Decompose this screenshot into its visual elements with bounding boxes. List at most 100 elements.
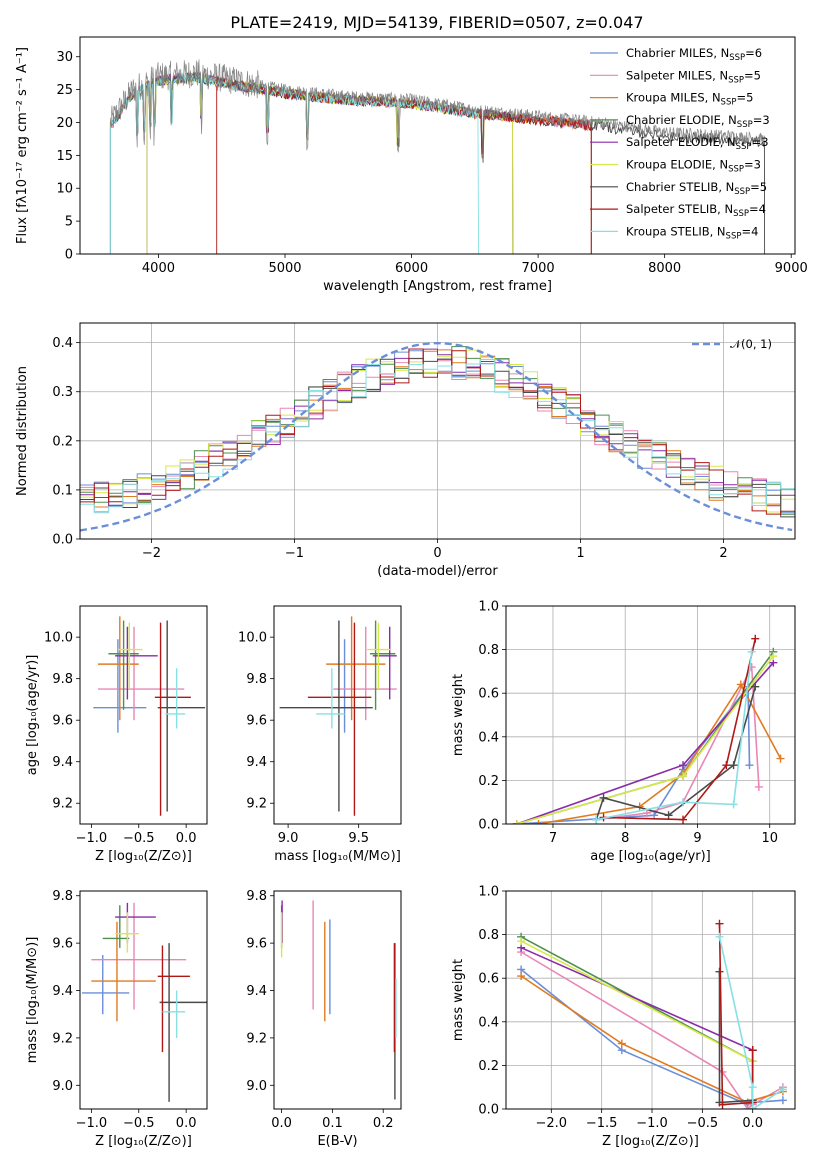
y-tick-label: 1.0 — [478, 600, 499, 615]
axes-frame — [79, 322, 796, 540]
axes-frame — [79, 605, 208, 825]
spectrum-data-line — [110, 59, 765, 163]
legend-label: Salpeter STELIB, NSSP=4 — [626, 202, 766, 219]
mass-weight-marker — [679, 798, 688, 807]
plot-area — [517, 919, 787, 1109]
mass-weight-line — [718, 936, 784, 1109]
x-tick-label: 8 — [621, 831, 629, 846]
mass-weight-line — [520, 951, 784, 1109]
residual-histogram — [80, 348, 795, 507]
mass-weight-marker — [776, 754, 785, 763]
x-tick-label: 9.5 — [348, 831, 369, 846]
mass-weight-marker — [729, 800, 738, 809]
x-tick-label: −2.0 — [536, 1116, 568, 1131]
y-tick-label: 0 — [65, 248, 73, 263]
mass-weight-marker — [751, 682, 760, 691]
x-tick-label: 9000 — [775, 261, 808, 276]
y-tick-label: 9.8 — [246, 889, 267, 904]
y-tick-label: 0.3 — [52, 385, 73, 400]
panel-age_vs_mass: 9.0 9.5 9.2 9.4 9.6 9.8 10.0 mass [log₁₀(M/M⊙)] — [238, 605, 402, 864]
y-tick-label: 0.2 — [52, 434, 73, 449]
axes-frame — [79, 890, 208, 1110]
spectrum-model-line — [216, 76, 592, 254]
y-axis-label: Flux [fλ10⁻¹⁷ erg cm⁻² s⁻¹ A⁻¹] — [15, 47, 30, 244]
y-tick-label: 9.2 — [52, 1031, 73, 1046]
legend-label: 𝒩(0, 1) — [730, 337, 772, 351]
plot-area — [109, 59, 766, 254]
x-tick-label: −1 — [285, 546, 304, 561]
legend-label: Salpeter MILES, NSSP=5 — [626, 68, 761, 85]
x-tick-label: 0.0 — [271, 1116, 292, 1131]
residual-histogram — [80, 359, 795, 514]
x-axis-label: mass [log₁₀(M/M⊙)] — [274, 849, 401, 864]
x-tick-label: −1.0 — [636, 1116, 668, 1131]
y-tick-label: 0.6 — [478, 687, 499, 702]
y-tick-label: 9.4 — [246, 755, 267, 770]
mass-weight-marker — [642, 809, 651, 818]
x-axis-label: E(B-V) — [317, 1134, 357, 1149]
residual-histogram — [80, 348, 795, 515]
plot-area — [279, 616, 397, 816]
y-tick-label: 9.8 — [246, 672, 267, 687]
y-tick-label: 20 — [56, 116, 73, 131]
x-tick-label: −1.0 — [76, 831, 108, 846]
axes-frame — [505, 605, 796, 825]
x-tick-label: −2 — [142, 546, 161, 561]
x-tick-label: 0.1 — [322, 1116, 343, 1131]
mass-weight-marker — [679, 815, 688, 824]
mass-weight-marker — [512, 820, 521, 824]
legend-label: Salpeter ELODIE, NSSP=3 — [626, 135, 769, 152]
x-axis-label: Z [log₁₀(Z/Z⊙)] — [95, 1134, 192, 1149]
x-axis-label: Z [log₁₀(Z/Z⊙)] — [95, 849, 192, 864]
mass-weight-marker — [517, 972, 526, 981]
x-tick-label: 0.2 — [373, 1116, 394, 1131]
y-tick-label: 0.4 — [478, 1015, 499, 1030]
mass-weight-marker — [534, 820, 543, 824]
x-tick-label: 7000 — [522, 261, 555, 276]
y-axis-label: mass weight — [451, 674, 466, 756]
y-axis-label: Normed distribution — [15, 366, 30, 496]
y-tick-label: 1.0 — [478, 885, 499, 900]
mass-weight-marker — [745, 761, 754, 770]
y-tick-label: 30 — [56, 50, 73, 65]
spectrum-model-line — [109, 71, 766, 254]
y-tick-label: 9.6 — [52, 937, 73, 952]
x-tick-label: −0.5 — [123, 1116, 155, 1131]
mass-weight-marker — [748, 1046, 757, 1055]
residual-histogram — [80, 349, 795, 513]
mass-weight-marker — [517, 937, 526, 946]
figure-title: PLATE=2419, MJD=54139, FIBERID=0507, z=0… — [230, 13, 643, 32]
x-tick-label: 0.0 — [742, 1116, 763, 1131]
y-tick-label: 9.6 — [246, 714, 267, 729]
y-tick-label: 9.8 — [52, 889, 73, 904]
mass-weight-line — [718, 923, 754, 1106]
y-tick-label: 9.2 — [52, 797, 73, 812]
x-tick-label: −1.0 — [76, 1116, 108, 1131]
x-tick-label: 0 — [433, 546, 441, 561]
y-tick-label: 0.4 — [478, 730, 499, 745]
y-tick-label: 9.8 — [52, 672, 73, 687]
y-tick-label: 5 — [65, 215, 73, 230]
y-tick-label: 0.6 — [478, 972, 499, 987]
spectrum-legend: Chabrier MILES, NSSP=6 Salpeter MILES, NS… — [590, 46, 770, 241]
x-tick-label: −1.5 — [586, 1116, 618, 1131]
panel-age_vs_Z: −1.0 −0.5 0.0 9.2 9.4 9.6 9.8 10.0 Z [log₁₀(Z/Z⊙… — [25, 605, 208, 864]
plot-area — [81, 902, 207, 1102]
x-tick-label: 0.0 — [176, 831, 197, 846]
y-tick-label: 9.6 — [246, 937, 267, 952]
x-tick-label: 9.0 — [278, 831, 299, 846]
legend-label: Kroupa MILES, NSSP=5 — [626, 91, 753, 108]
panel-residuals: −2 −1 0 1 2 0.0 0.1 0.2 0.3 0.4 (data-model)/error… — [15, 322, 796, 579]
mass-weight-marker — [748, 1083, 757, 1092]
legend-label: Chabrier ELODIE, NSSP=3 — [626, 113, 770, 130]
x-tick-label: 4000 — [142, 261, 175, 276]
y-tick-label: 25 — [56, 83, 73, 98]
y-tick-label: 9.4 — [52, 755, 73, 770]
x-tick-label: −0.5 — [123, 831, 155, 846]
y-tick-label: 10 — [56, 182, 73, 197]
panel-mass_vs_Z: −1.0 −0.5 0.0 9.0 9.2 9.4 9.6 9.8 Z [log₁₀(Z/Z⊙)… — [25, 889, 208, 1149]
panel-spectrum: 4000 5000 6000 7000 8000 9000 0 5 10 15 20 25 30 wave… — [15, 36, 808, 294]
x-axis-label: Z [log₁₀(Z/Z⊙)] — [602, 1134, 699, 1149]
y-tick-label: 0.0 — [478, 818, 499, 833]
x-tick-label: 10 — [761, 831, 778, 846]
